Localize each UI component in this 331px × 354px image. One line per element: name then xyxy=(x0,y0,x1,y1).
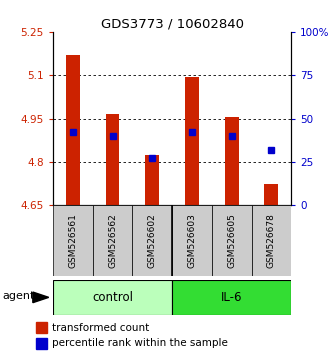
Bar xyxy=(36,322,47,333)
Text: IL-6: IL-6 xyxy=(221,291,242,304)
Bar xyxy=(145,155,159,205)
Text: GSM526562: GSM526562 xyxy=(108,213,117,268)
Bar xyxy=(53,205,93,276)
Text: GSM526605: GSM526605 xyxy=(227,213,236,268)
Text: control: control xyxy=(92,291,133,304)
Bar xyxy=(93,205,132,276)
Bar xyxy=(172,280,291,315)
Text: transformed count: transformed count xyxy=(52,322,149,332)
Bar xyxy=(264,184,278,205)
Text: agent: agent xyxy=(3,291,35,301)
Bar xyxy=(132,205,172,276)
Bar xyxy=(53,280,172,315)
Bar xyxy=(185,77,199,205)
Bar xyxy=(66,55,80,205)
Bar xyxy=(106,114,119,205)
Title: GDS3773 / 10602840: GDS3773 / 10602840 xyxy=(101,18,244,31)
Text: GSM526561: GSM526561 xyxy=(68,213,77,268)
Bar xyxy=(252,205,291,276)
Text: GSM526603: GSM526603 xyxy=(187,213,197,268)
Text: GSM526602: GSM526602 xyxy=(148,213,157,268)
Text: percentile rank within the sample: percentile rank within the sample xyxy=(52,338,228,348)
Bar xyxy=(172,205,212,276)
Bar xyxy=(36,338,47,349)
Text: GSM526678: GSM526678 xyxy=(267,213,276,268)
Bar xyxy=(225,117,239,205)
Bar xyxy=(212,205,252,276)
Polygon shape xyxy=(33,292,49,303)
